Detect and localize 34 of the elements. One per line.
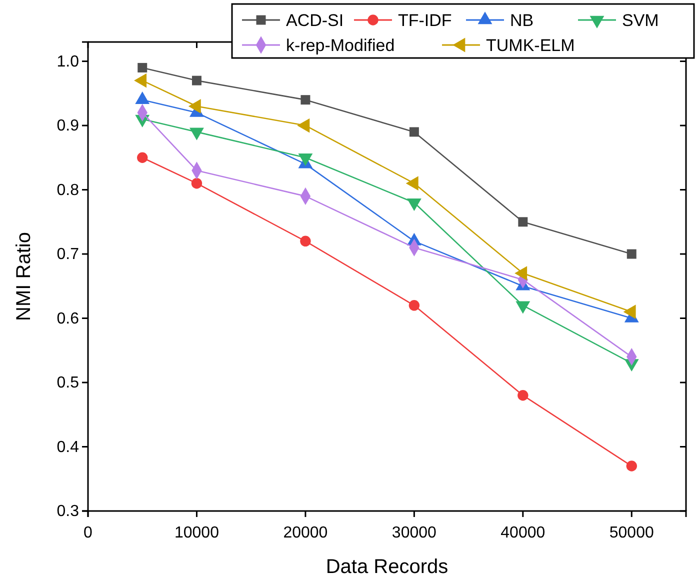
point bbox=[137, 152, 148, 163]
y-tick-label: 0.5 bbox=[56, 374, 80, 392]
legend-label: TF-IDF bbox=[398, 10, 452, 30]
x-axis-title: Data Records bbox=[326, 556, 448, 578]
point bbox=[518, 217, 528, 227]
point bbox=[138, 62, 148, 72]
y-axis-title: NMI Ratio bbox=[13, 232, 35, 321]
point bbox=[300, 236, 311, 247]
legend-label: ACD-SI bbox=[286, 10, 344, 30]
y-tick-label: 0.9 bbox=[56, 118, 80, 135]
y-tick-label: 0.8 bbox=[56, 182, 80, 199]
point bbox=[518, 390, 528, 401]
y-tick-label: 0.4 bbox=[56, 438, 80, 456]
y-tick-label: 0.6 bbox=[56, 310, 80, 328]
point bbox=[626, 460, 637, 472]
legend-label: NB bbox=[510, 10, 534, 30]
x-tick-label: 20000 bbox=[283, 524, 328, 542]
x-tick-label: 50000 bbox=[609, 524, 654, 542]
legend-label: TUMK-ELM bbox=[486, 36, 575, 55]
point bbox=[192, 76, 202, 86]
legend-label: SVM bbox=[622, 10, 659, 30]
point bbox=[408, 300, 420, 311]
x-tick-label: 10000 bbox=[174, 524, 220, 542]
point bbox=[626, 249, 636, 259]
y-tick-label: 1.0 bbox=[56, 53, 80, 70]
y-tick-label: 0.7 bbox=[56, 246, 80, 264]
x-tick-label: 30000 bbox=[392, 524, 437, 542]
point bbox=[300, 95, 310, 105]
y-tick-label: 0.3 bbox=[56, 503, 80, 520]
x-tick-label: 0 bbox=[84, 524, 93, 542]
x-tick-label: 40000 bbox=[500, 524, 546, 542]
legend-label: k-rep-Modified bbox=[286, 36, 395, 55]
point bbox=[191, 178, 202, 189]
point bbox=[409, 127, 419, 137]
